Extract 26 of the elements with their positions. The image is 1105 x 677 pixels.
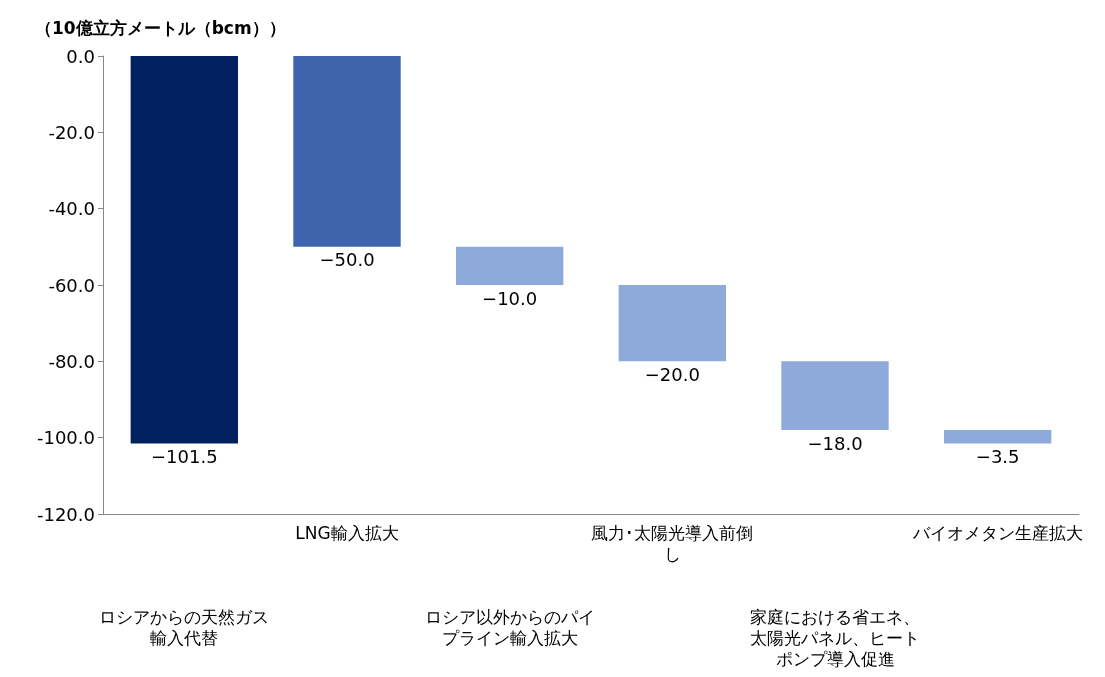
y-tick-label: -20.0 (48, 121, 95, 143)
data-label: −101.5 (151, 445, 218, 467)
bar (293, 56, 401, 247)
bar (781, 361, 889, 431)
bar (455, 246, 564, 285)
data-label: −20.0 (644, 363, 700, 385)
bar (943, 430, 1052, 444)
y-tick-label: 0.0 (66, 45, 95, 67)
y-tick-label: -60.0 (48, 274, 95, 296)
x-tick-label: バイオメタン生産拡大 (911, 522, 1083, 543)
y-axis-title: （10億立方メートル（bcm）） (35, 17, 286, 38)
bar (130, 56, 239, 444)
y-tick-label: -80.0 (48, 350, 95, 372)
data-label: −10.0 (482, 287, 538, 309)
data-label: −18.0 (807, 432, 863, 454)
x-tick-label: LNG輸入拡大 (295, 522, 399, 543)
y-tick-label: -120.0 (36, 503, 95, 525)
y-tick-label: -100.0 (36, 427, 95, 449)
data-label: −3.5 (975, 445, 1020, 467)
x-tick-label: ロシアからの天然ガス輸入代替 (99, 606, 270, 648)
x-tick-label: 風力･太陽光導入前倒し (591, 522, 754, 564)
data-label: −50.0 (319, 249, 375, 271)
x-tick-label: 家庭における省エネ、太陽光パネル、ヒートポンプ導入促進 (750, 606, 920, 669)
bar (618, 285, 727, 362)
y-tick-label: -40.0 (48, 198, 95, 220)
x-tick-label: ロシア以外からのパイプライン輸入拡大 (424, 606, 595, 648)
